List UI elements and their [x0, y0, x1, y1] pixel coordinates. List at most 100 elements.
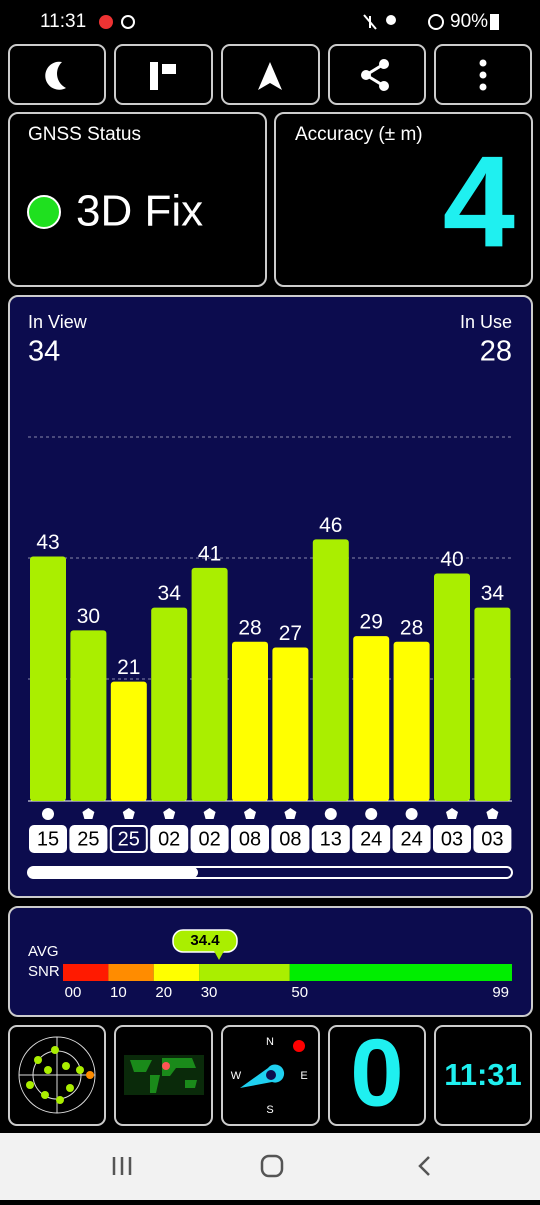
constellation-icon [82, 808, 95, 819]
constellation-icon [365, 808, 378, 820]
sat-id: 02 [198, 828, 220, 850]
bar-label: 41 [198, 542, 221, 565]
sat-id: 03 [481, 828, 503, 850]
snr-avg-value: 34.4 [190, 932, 220, 949]
sat-id-box [473, 825, 512, 853]
bar [70, 630, 107, 801]
constellation-icon [42, 808, 54, 820]
snr-avg-bubble [172, 929, 238, 953]
sat-id-box [352, 825, 391, 853]
sat-id-box [231, 825, 269, 853]
bar-label: 27 [279, 622, 302, 645]
snr-panel [8, 906, 533, 1017]
snr-tick-label: 00 [65, 984, 82, 1001]
sat-id: 24 [360, 828, 382, 850]
snr-tick-label: 20 [155, 984, 172, 1001]
bar [393, 641, 430, 801]
constellation-icon [446, 808, 458, 819]
sat-id: 03 [441, 828, 463, 850]
snr-label: AVG [28, 943, 59, 960]
bar-label: 28 [400, 616, 423, 639]
snr-segment [289, 964, 512, 981]
sat-id-box [392, 825, 431, 853]
clock-value: 11:31 [444, 1057, 522, 1092]
sat-id: 24 [400, 828, 422, 850]
gnss-panel [8, 112, 267, 287]
snr-avg-pointer [214, 951, 225, 960]
bar-label: 29 [360, 611, 383, 634]
sat-id-box [190, 825, 229, 853]
clock-tile[interactable] [434, 1025, 532, 1126]
tool-button[interactable] [114, 44, 213, 105]
compass-w: W [231, 1070, 242, 1082]
compass-e: E [300, 1070, 307, 1082]
bar [353, 636, 390, 801]
constellation-icon [244, 808, 256, 819]
bar [232, 641, 268, 801]
bar [191, 567, 228, 801]
share-button[interactable] [328, 44, 426, 105]
sat-id: 15 [37, 828, 59, 850]
snr-segment [153, 964, 200, 981]
bar-label: 43 [36, 531, 59, 554]
sat-id-box [109, 825, 148, 853]
bar-label: 21 [117, 656, 140, 679]
constellation-icon [163, 808, 176, 819]
in-view-value: 34 [28, 336, 60, 368]
compass-s: S [266, 1104, 273, 1116]
bar-label: 34 [158, 582, 182, 605]
sat-id: 25 [118, 828, 140, 850]
counter-tile[interactable] [328, 1025, 426, 1126]
snr-tick-label: 50 [291, 984, 308, 1001]
gnss-title: GNSS Status [28, 124, 141, 145]
bar-label: 28 [238, 616, 261, 639]
sat-id: 25 [77, 828, 99, 850]
sat-id: 08 [239, 828, 261, 850]
bar-label: 30 [77, 605, 100, 628]
sat-id-box [433, 825, 471, 853]
sat-id-box [271, 825, 310, 853]
sat-id-box [29, 825, 67, 853]
constellation-icon [486, 808, 499, 819]
bar-label: 34 [481, 582, 505, 605]
snr-segment [63, 964, 109, 981]
constellation-icon [405, 808, 418, 820]
accuracy-value: 4 [443, 128, 515, 274]
snr-tick-label: 99 [492, 984, 509, 1001]
counter-value: 0 [350, 1019, 403, 1126]
in-use-label: In Use [460, 312, 512, 332]
bar [474, 607, 511, 801]
status-time: 11:31 [40, 11, 86, 32]
snr-tick-label: 30 [201, 984, 218, 1001]
status-battery: 90% [450, 11, 488, 32]
bar [272, 647, 309, 801]
in-use-value: 28 [480, 336, 512, 368]
bar-label: 46 [319, 514, 342, 537]
accuracy-title: Accuracy (± m) [295, 124, 423, 145]
bar-label: 40 [440, 548, 463, 571]
constellation-icon [122, 808, 135, 819]
bar [110, 681, 147, 801]
in-view-label: In View [28, 312, 88, 332]
sat-id-box [311, 825, 350, 853]
sat-id-box [150, 825, 189, 853]
snr-tick-label: 10 [110, 984, 127, 1001]
sat-id: 08 [279, 828, 301, 850]
sat-id: 13 [320, 828, 342, 850]
accuracy-panel [274, 112, 533, 287]
bar [30, 556, 66, 801]
bar [151, 607, 188, 801]
snr-label: SNR [28, 963, 60, 980]
sat-id: 02 [158, 828, 180, 850]
gnss-value: 3D Fix [76, 187, 203, 236]
snr-segment [199, 964, 290, 981]
sat-id-box [69, 825, 108, 853]
constellation-icon [284, 808, 297, 819]
compass-n: N [266, 1036, 274, 1048]
constellation-icon [203, 808, 216, 819]
snr-segment [108, 964, 154, 981]
bar [434, 573, 470, 801]
bar [312, 539, 349, 801]
